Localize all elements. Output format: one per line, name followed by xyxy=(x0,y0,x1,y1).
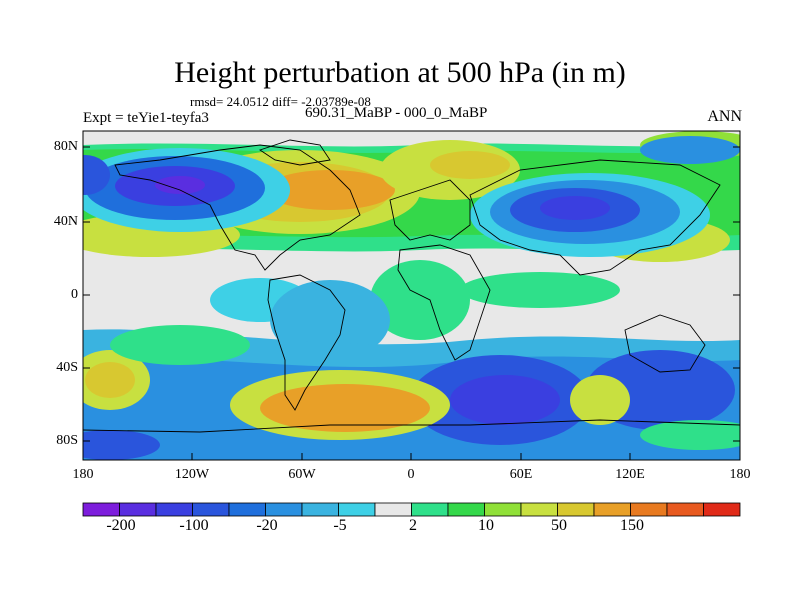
y-tick-label: 80N xyxy=(53,139,78,154)
x-tick-label: 0 xyxy=(407,467,415,482)
season-label: ANN xyxy=(707,108,742,125)
colorbar-box xyxy=(411,502,449,517)
colorbar-label: -20 xyxy=(256,517,278,534)
colorbar-box xyxy=(484,502,522,517)
colorbar-box xyxy=(228,502,266,517)
colorbar-label: -200 xyxy=(106,517,136,534)
y-tick-label: 80S xyxy=(56,433,78,448)
colorbar-box xyxy=(265,502,303,517)
colorbar-label: 150 xyxy=(620,517,644,534)
colorbar-box xyxy=(301,502,339,517)
colorbar-label: -5 xyxy=(333,517,347,534)
colorbar-label: 2 xyxy=(409,517,417,534)
x-tick-label: 60E xyxy=(509,467,533,482)
y-tick-label: 0 xyxy=(71,287,78,302)
y-tick-label: 40N xyxy=(53,214,78,229)
map-title: Height perturbation at 500 hPa (in m) xyxy=(174,56,626,89)
colorbar-box xyxy=(593,502,631,517)
experiment-label: Expt = teYie1-teyfa3 xyxy=(83,110,209,126)
colorbar-box xyxy=(155,502,193,517)
colorbar-box xyxy=(703,502,741,517)
x-tick-label: 180 xyxy=(72,467,94,482)
colorbar-box xyxy=(666,502,704,517)
colorbar-box xyxy=(119,502,157,517)
colorbar-label: 50 xyxy=(551,517,567,534)
x-tick-label: 120W xyxy=(174,467,210,482)
colorbar-box xyxy=(520,502,558,517)
x-tick-label: 60W xyxy=(288,467,316,482)
colorbar-box xyxy=(338,502,376,517)
x-ticks xyxy=(82,453,741,460)
y-tick-label: 40S xyxy=(56,360,78,375)
colorbar-box xyxy=(557,502,595,517)
colorbar xyxy=(82,502,741,517)
colorbar-box xyxy=(447,502,485,517)
colorbar-box xyxy=(192,502,230,517)
period-label: 690.31_MaBP - 000_0_MaBP xyxy=(305,105,488,121)
colorbar-box xyxy=(82,502,120,517)
colorbar-box xyxy=(374,502,412,517)
colorbar-label: -100 xyxy=(179,517,209,534)
x-tick-label: 180 xyxy=(729,467,751,482)
x-tick-label: 120E xyxy=(615,467,645,482)
colorbar-box xyxy=(630,502,668,517)
colorbar-label: 10 xyxy=(478,517,494,534)
y-ticks xyxy=(83,146,740,442)
contour-field xyxy=(83,131,740,460)
stats-label: rmsd= 24.0512 diff= -2.03789e-08 xyxy=(190,94,371,109)
coastlines xyxy=(83,139,740,433)
